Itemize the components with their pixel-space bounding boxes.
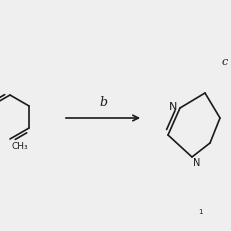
Text: N: N (193, 158, 200, 168)
Text: c: c (222, 57, 228, 67)
Text: b: b (99, 96, 107, 109)
Text: CH₃: CH₃ (11, 142, 28, 151)
Text: 1: 1 (198, 209, 202, 215)
Text: N: N (169, 102, 177, 112)
